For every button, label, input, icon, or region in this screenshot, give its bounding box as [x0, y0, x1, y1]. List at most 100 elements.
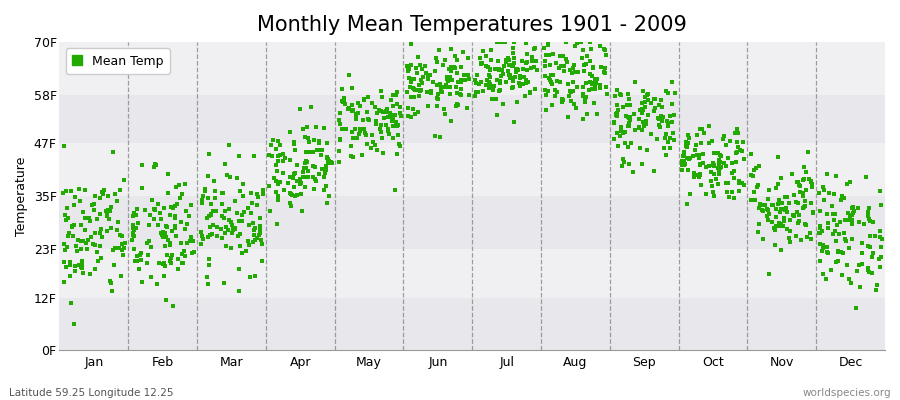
- Point: [778, 206, 792, 213]
- Point: [620, 123, 634, 130]
- Point: [843, 280, 858, 286]
- Point: [283, 200, 297, 206]
- Point: [134, 162, 148, 169]
- Point: [734, 180, 749, 186]
- Point: [381, 114, 395, 120]
- Point: [98, 207, 112, 214]
- Point: [410, 109, 425, 115]
- Point: [262, 183, 276, 190]
- Point: [687, 170, 701, 176]
- Point: [647, 105, 662, 112]
- Point: [710, 149, 724, 156]
- Point: [587, 81, 601, 87]
- Point: [288, 193, 302, 200]
- Point: [666, 130, 680, 137]
- Point: [429, 82, 444, 88]
- Point: [812, 190, 826, 196]
- Point: [424, 88, 438, 94]
- Point: [752, 163, 767, 170]
- Point: [677, 162, 691, 168]
- Point: [506, 78, 520, 84]
- Point: [127, 233, 141, 240]
- Point: [411, 82, 426, 88]
- Point: [353, 102, 367, 109]
- Point: [333, 137, 347, 144]
- Point: [404, 41, 419, 47]
- Point: [130, 206, 144, 212]
- Point: [244, 190, 258, 196]
- Point: [446, 76, 460, 83]
- Point: [813, 258, 827, 264]
- Point: [408, 86, 422, 93]
- Point: [404, 79, 419, 85]
- Point: [665, 101, 680, 108]
- Point: [841, 217, 855, 224]
- Point: [547, 92, 562, 99]
- Point: [724, 170, 739, 176]
- Point: [434, 86, 448, 93]
- Point: [708, 176, 723, 182]
- Point: [861, 205, 876, 211]
- Point: [449, 103, 464, 110]
- Point: [390, 123, 404, 129]
- Point: [302, 168, 316, 174]
- Point: [692, 152, 706, 159]
- Point: [490, 39, 504, 45]
- Point: [376, 109, 391, 115]
- Point: [293, 106, 308, 112]
- Point: [85, 202, 99, 208]
- Point: [134, 250, 148, 256]
- Point: [57, 279, 71, 286]
- Point: [499, 59, 513, 65]
- Point: [390, 151, 404, 157]
- Point: [184, 250, 199, 256]
- Point: [799, 222, 814, 228]
- Point: [794, 237, 808, 243]
- Point: [862, 216, 877, 222]
- Point: [150, 222, 165, 228]
- Point: [391, 132, 405, 138]
- Point: [348, 116, 363, 122]
- Point: [520, 58, 535, 65]
- Point: [203, 212, 218, 218]
- Point: [106, 149, 121, 155]
- Point: [159, 233, 174, 240]
- Point: [75, 246, 89, 252]
- Point: [689, 152, 704, 158]
- Point: [148, 206, 162, 212]
- Point: [194, 241, 209, 248]
- Point: [622, 95, 636, 102]
- Point: [288, 147, 302, 153]
- Point: [597, 46, 611, 52]
- Point: [216, 214, 230, 221]
- Point: [147, 164, 161, 170]
- Point: [634, 106, 649, 112]
- Point: [769, 185, 783, 191]
- Point: [307, 186, 321, 192]
- Point: [824, 266, 839, 273]
- Point: [846, 204, 860, 210]
- Point: [277, 155, 292, 162]
- Point: [110, 198, 124, 204]
- Point: [609, 112, 624, 118]
- Point: [641, 96, 655, 103]
- Point: [593, 85, 608, 92]
- Point: [796, 177, 810, 183]
- Point: [233, 242, 248, 249]
- Point: [230, 175, 245, 181]
- Point: [361, 116, 375, 122]
- Point: [298, 134, 312, 141]
- Point: [586, 65, 600, 71]
- Point: [546, 51, 561, 57]
- Point: [75, 258, 89, 264]
- Point: [213, 226, 228, 232]
- Point: [135, 279, 149, 286]
- Point: [402, 65, 417, 72]
- Point: [100, 210, 114, 217]
- Point: [541, 39, 555, 45]
- Point: [235, 250, 249, 256]
- Point: [567, 101, 581, 107]
- Point: [735, 139, 750, 145]
- Point: [392, 141, 406, 147]
- Point: [607, 120, 621, 126]
